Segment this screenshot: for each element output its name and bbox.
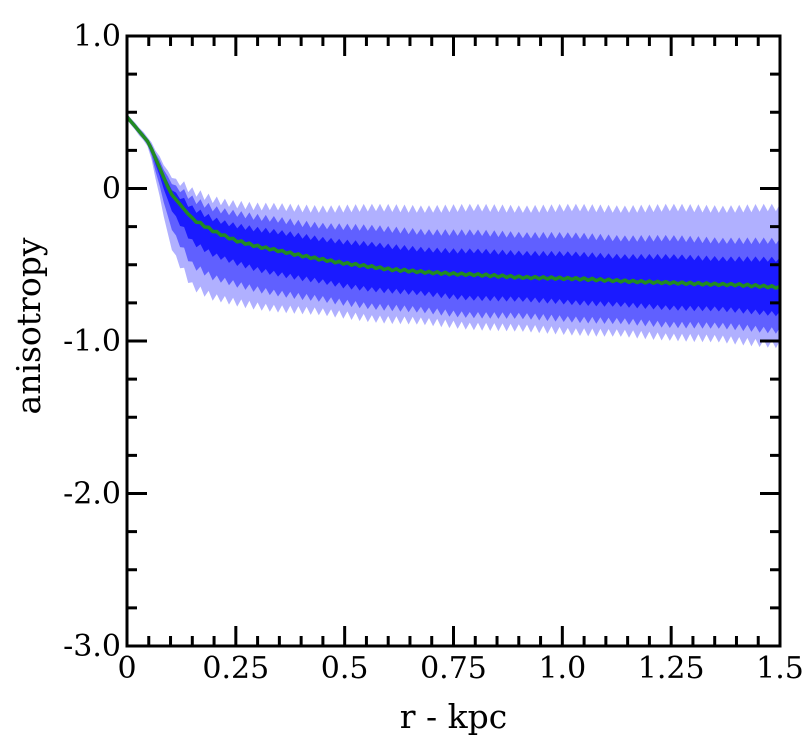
x-tick-label: 1.25 bbox=[638, 651, 705, 686]
y-tick-label: 0 bbox=[102, 172, 121, 207]
x-tick-label: 1.0 bbox=[538, 651, 586, 686]
y-axis-title: anisotropy bbox=[9, 237, 48, 414]
x-tick-label: 0.25 bbox=[202, 651, 269, 686]
median-series bbox=[125, 115, 781, 290]
axis-ticks bbox=[125, 34, 782, 648]
x-tick-label: 1.5 bbox=[756, 651, 803, 686]
y-tick-label: -2.0 bbox=[63, 477, 121, 512]
median-line bbox=[125, 115, 781, 290]
y-tick-label: 1.0 bbox=[73, 19, 121, 54]
percentile-bands bbox=[127, 113, 780, 349]
x-axis-title: r - kpc bbox=[400, 697, 508, 736]
x-tick-label: 0.75 bbox=[420, 651, 487, 686]
plot-frame bbox=[125, 34, 782, 648]
x-tick-label: 0 bbox=[117, 651, 136, 686]
y-tick-label: -3.0 bbox=[63, 629, 121, 664]
band-inner bbox=[127, 115, 780, 317]
x-tick-label: 0.5 bbox=[321, 651, 369, 686]
y-tick-label: -1.0 bbox=[63, 324, 121, 359]
y-tick-labels: 1.0 0 -1.0 -2.0 -3.0 bbox=[63, 19, 121, 664]
x-tick-labels: 0 0.25 0.5 0.75 1.0 1.25 1.5 bbox=[117, 651, 803, 686]
